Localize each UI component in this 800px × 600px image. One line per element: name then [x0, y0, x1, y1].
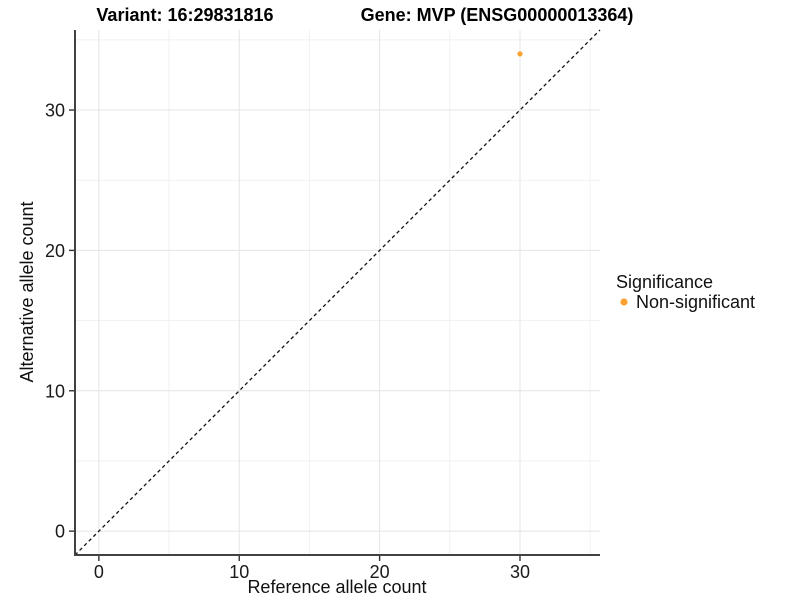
legend: Significance Non-significant: [616, 272, 755, 312]
minor-gridlines: [75, 30, 600, 555]
y-axis-ticks: 0 10 20 30: [45, 101, 74, 542]
y-axis-title: Alternative allele count: [17, 201, 37, 382]
y-tick-label: 20: [45, 241, 65, 261]
y-tick-label: 30: [45, 101, 65, 121]
plot-title-gene: Gene: MVP (ENSG00000013364): [361, 5, 634, 25]
x-axis-ticks: 0 10 20 30: [94, 556, 530, 582]
data-point: [517, 51, 523, 57]
data-points-layer: [517, 51, 523, 57]
x-axis-title: Reference allele count: [247, 577, 426, 597]
legend-title: Significance: [616, 272, 713, 292]
identity-dashed-line: [74, 29, 601, 556]
major-gridlines: [75, 30, 600, 555]
legend-entry-label: Non-significant: [636, 292, 755, 312]
x-tick-label: 30: [510, 562, 530, 582]
x-tick-label: 10: [229, 562, 249, 582]
x-tick-label: 0: [94, 562, 104, 582]
y-tick-label: 0: [55, 522, 65, 542]
x-tick-label: 20: [370, 562, 390, 582]
legend-key-point-icon: [620, 298, 628, 306]
y-tick-label: 10: [45, 381, 65, 401]
plot-title-variant: Variant: 16:29831816: [96, 5, 273, 25]
